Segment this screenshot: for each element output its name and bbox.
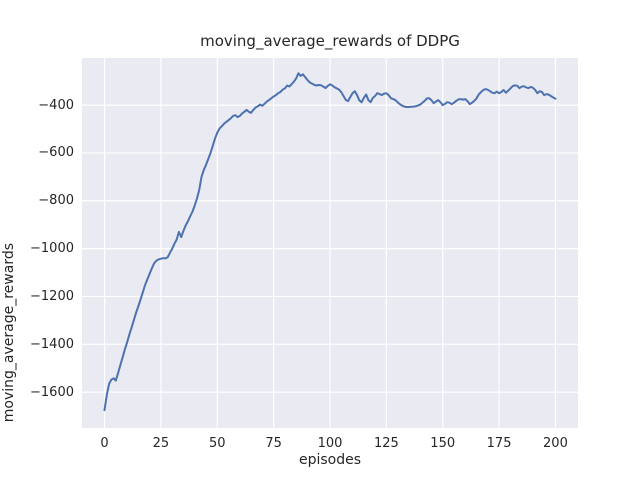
- x-tick-label: 50: [208, 436, 226, 451]
- y-tick-label: −1600: [30, 384, 74, 400]
- x-tick-label: 75: [265, 436, 282, 451]
- x-tick-label: 100: [317, 436, 343, 451]
- y-tick-label: −1000: [30, 241, 74, 257]
- y-tick-label: −600: [38, 145, 74, 161]
- x-tick-label: 150: [430, 436, 456, 451]
- x-tick-label: 175: [486, 436, 512, 451]
- chart-title: moving_average_rewards of DDPG: [200, 32, 460, 50]
- x-axis-label: episodes: [298, 452, 362, 468]
- y-tick-label: −1400: [30, 336, 74, 352]
- x-tick-label: 25: [152, 436, 170, 451]
- y-tick-label: −1200: [30, 288, 74, 304]
- y-tick-label: −800: [38, 193, 74, 209]
- y-axis-label-text: moving_average_rewards: [1, 242, 17, 423]
- y-tick-label: −400: [38, 97, 74, 113]
- x-tick-label: 125: [373, 436, 399, 451]
- reward-line: [103, 72, 557, 412]
- x-tick-label: 200: [543, 436, 568, 451]
- x-tick-label: 0: [100, 436, 109, 451]
